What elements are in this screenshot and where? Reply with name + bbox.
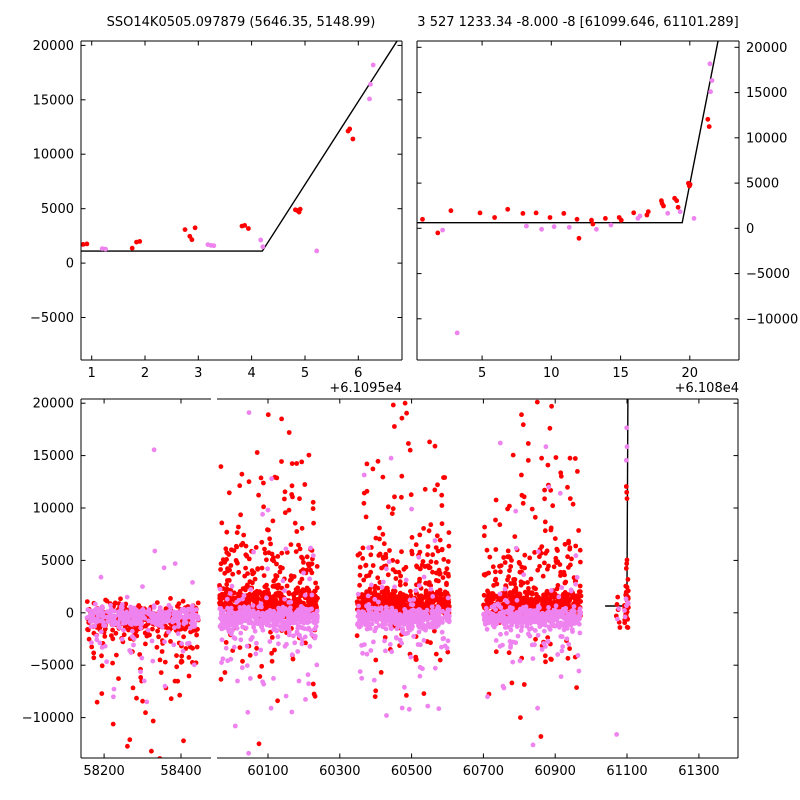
y-tick-label: −10000	[22, 711, 74, 726]
y-tick-label: −5000	[30, 311, 74, 326]
axes-top-right: 5 10 15 20 −10000 −5000 0 5000 10000 15000 20000 +6…	[416, 40, 798, 396]
y-tick-label: 20000	[33, 39, 74, 54]
tick-marks	[81, 399, 182, 758]
tick-marks	[267, 399, 738, 758]
fit-line	[81, 41, 398, 252]
y-tick-label: 0	[746, 222, 754, 237]
x-tick-label: 60700	[463, 764, 504, 779]
y-tick-label: 15000	[33, 449, 74, 464]
y-tick-label: −5000	[30, 659, 74, 674]
plot-title-left: SSO14K0505.097879 (5646.35, 5148.99)	[107, 15, 376, 30]
y-tick-label: 5000	[746, 177, 779, 192]
x-tick-label: 4	[247, 366, 255, 381]
x-tick-label: 58200	[83, 764, 124, 779]
y-tick-label: 20000	[746, 41, 787, 56]
y-tick-label: 5000	[41, 202, 74, 217]
x-tick-label: 20	[682, 366, 699, 381]
x-tick-label: 3	[194, 366, 202, 381]
axes-bottom-right: 60100 60300 60500 60700 60900 61100 61300	[217, 398, 739, 779]
x-tick-label: 2	[141, 366, 149, 381]
x-tick-label: 60500	[391, 764, 432, 779]
x-tick-label: 60100	[247, 764, 288, 779]
axes-container: 1 2 3 4 5 6 −5000 0 5000 10000 15000 20000 +6.1095e4…	[22, 39, 799, 779]
tick-marks	[81, 41, 402, 360]
plot-title-right: 3 527 1233.34 -8.000 -8 [61099.646, 6110…	[417, 15, 738, 30]
y-tick-label: 0	[66, 257, 74, 272]
tick-labels: 1 2 3 4 5 6 −5000 0 5000 10000 15000 20000 +6.1095e4	[30, 39, 402, 396]
y-tick-label: 5000	[41, 554, 74, 569]
x-tick-label: 60300	[319, 764, 360, 779]
scatter-red-points	[81, 126, 356, 251]
axis-offset-label: +6.1095e4	[329, 381, 402, 396]
x-tick-label: 6	[354, 366, 362, 381]
scatter-violet-points	[84, 447, 201, 705]
axes-frame	[80, 40, 403, 361]
y-tick-label: 15000	[33, 93, 74, 108]
x-tick-label: 1	[88, 366, 96, 381]
axes-frame	[416, 40, 740, 361]
x-tick-label: 5	[301, 366, 309, 381]
tick-labels: 58200 58400 −10000 −5000 0 5000 10000 15000 2000…	[22, 397, 202, 779]
axes-top-left: 1 2 3 4 5 6 −5000 0 5000 10000 15000 20000 +6.1095e4	[30, 39, 403, 396]
y-tick-label: 10000	[746, 131, 787, 146]
x-tick-label: 60900	[535, 764, 576, 779]
scatter-red-points	[217, 399, 631, 747]
y-tick-label: 10000	[33, 148, 74, 163]
y-tick-label: −10000	[746, 312, 798, 327]
scatter-violet-points	[440, 61, 715, 336]
fit-line	[417, 41, 719, 224]
scatter-violet-points	[99, 62, 376, 254]
x-tick-label: 10	[543, 366, 560, 381]
tick-marks	[417, 41, 739, 360]
tick-labels: 5 10 15 20 −10000 −5000 0 5000 10000 15000 20000 +6…	[478, 41, 798, 396]
x-tick-label: 61100	[606, 764, 647, 779]
y-tick-label: 20000	[33, 397, 74, 412]
y-tick-label: 0	[66, 606, 74, 621]
x-tick-label: 58400	[160, 764, 201, 779]
axes-frame	[80, 398, 211, 759]
axis-offset-label: +6.108e4	[675, 381, 739, 396]
x-tick-label: 15	[612, 366, 629, 381]
axes-frame	[217, 398, 739, 759]
tick-labels: 60100 60300 60500 60700 60900 61100 61300	[247, 764, 719, 779]
y-tick-label: 15000	[746, 86, 787, 101]
y-tick-label: 10000	[33, 502, 74, 517]
x-tick-label: 5	[478, 366, 486, 381]
fit-line	[605, 399, 629, 607]
scatter-violet-points	[217, 410, 631, 756]
scatter-red-points	[420, 116, 712, 241]
x-tick-label: 61300	[678, 764, 719, 779]
axes-bottom-left: 58200 58400 −10000 −5000 0 5000 10000 15000 2000…	[22, 397, 211, 779]
y-tick-label: −5000	[746, 267, 790, 282]
